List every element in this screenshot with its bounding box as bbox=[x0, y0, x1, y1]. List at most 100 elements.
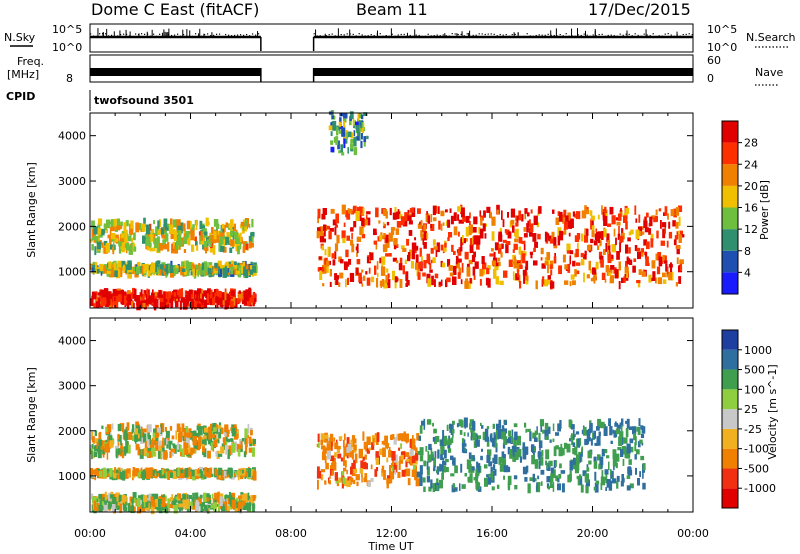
echo-cell bbox=[598, 464, 603, 470]
echo-cell bbox=[97, 292, 102, 296]
echo-cell bbox=[620, 449, 624, 457]
echo-cell bbox=[656, 266, 661, 275]
echo-cell bbox=[575, 431, 580, 435]
echo-cell bbox=[325, 462, 329, 470]
echo-cell bbox=[625, 420, 630, 424]
echo-cell bbox=[233, 433, 238, 440]
echo-cell bbox=[440, 223, 443, 231]
echo-cell bbox=[344, 460, 347, 468]
nsearch-dot bbox=[394, 35, 396, 37]
echo-cell bbox=[605, 212, 608, 216]
echo-cell bbox=[451, 484, 456, 493]
echo-cell bbox=[637, 430, 641, 435]
echo-cell bbox=[125, 426, 128, 436]
echo-cell bbox=[353, 221, 357, 228]
echo-cell bbox=[103, 269, 107, 274]
echo-cell bbox=[249, 265, 253, 270]
echo-cell bbox=[400, 216, 405, 226]
echo-cell bbox=[432, 422, 434, 427]
echo-cell bbox=[217, 504, 220, 512]
echo-cell bbox=[107, 436, 109, 445]
y-tick-label: 4000 bbox=[58, 130, 86, 143]
echo-cell bbox=[109, 221, 112, 225]
echo-cell bbox=[363, 219, 368, 226]
echo-cell bbox=[563, 221, 569, 230]
echo-cell bbox=[123, 446, 128, 454]
echo-cell bbox=[250, 439, 253, 443]
echo-cell bbox=[215, 270, 220, 276]
echo-cell bbox=[232, 232, 235, 241]
echo-cell bbox=[184, 442, 189, 449]
echo-cell bbox=[127, 473, 131, 477]
power-heatmap bbox=[90, 110, 685, 311]
colorbar-tick-label: 20 bbox=[744, 180, 758, 193]
echo-cell bbox=[526, 465, 529, 473]
echo-cell bbox=[341, 152, 345, 156]
echo-cell bbox=[579, 454, 582, 463]
echo-cell bbox=[222, 246, 227, 253]
echo-cell bbox=[493, 439, 497, 448]
echo-cell bbox=[422, 238, 425, 245]
echo-cell bbox=[169, 451, 172, 458]
echo-cell bbox=[110, 302, 114, 308]
echo-cell bbox=[376, 278, 379, 288]
echo-cell bbox=[405, 271, 409, 282]
echo-cell bbox=[374, 265, 377, 275]
echo-cell bbox=[441, 472, 444, 480]
echo-cell bbox=[567, 212, 571, 221]
freq-strip-data bbox=[90, 68, 693, 82]
echo-cell bbox=[398, 460, 401, 470]
echo-cell bbox=[133, 246, 137, 252]
echo-cell bbox=[102, 297, 105, 306]
echo-cell bbox=[423, 260, 427, 269]
echo-cell bbox=[160, 424, 163, 434]
echo-cell bbox=[641, 442, 644, 446]
echo-cell bbox=[584, 234, 589, 243]
echo-cell bbox=[555, 432, 560, 436]
echo-cell bbox=[128, 245, 133, 255]
echo-cell bbox=[197, 429, 200, 436]
echo-cell bbox=[502, 219, 505, 228]
echo-cell bbox=[96, 442, 99, 449]
echo-cell bbox=[484, 464, 488, 469]
echo-cell bbox=[469, 473, 472, 479]
echo-cell bbox=[171, 448, 176, 454]
echo-cell bbox=[183, 236, 188, 245]
echo-cell bbox=[244, 226, 247, 232]
echo-cell bbox=[240, 441, 243, 449]
echo-cell bbox=[416, 471, 422, 478]
echo-cell bbox=[607, 254, 612, 264]
echo-cell bbox=[619, 431, 624, 441]
y-tick-label: 1000 bbox=[58, 470, 86, 483]
freq-tick: 8 bbox=[66, 72, 73, 85]
echo-cell bbox=[209, 298, 214, 306]
echo-cell bbox=[246, 303, 250, 307]
echo-cell bbox=[486, 268, 490, 275]
echo-cell bbox=[435, 247, 438, 257]
echo-cell bbox=[137, 472, 140, 479]
echo-cell bbox=[466, 266, 471, 277]
echo-cell bbox=[483, 210, 486, 218]
echo-cell bbox=[158, 289, 162, 298]
echo-cell bbox=[225, 222, 228, 228]
echo-cell bbox=[346, 277, 349, 285]
echo-cell bbox=[204, 429, 209, 439]
echo-cell bbox=[116, 501, 119, 511]
echo-cell bbox=[181, 268, 186, 272]
echo-cell bbox=[235, 270, 241, 275]
echo-cell bbox=[169, 472, 173, 479]
echo-cell bbox=[226, 505, 230, 513]
echo-cell bbox=[420, 230, 423, 237]
echo-cell bbox=[608, 461, 610, 471]
echo-cell bbox=[439, 479, 443, 489]
echo-cell bbox=[603, 220, 607, 226]
echo-cell bbox=[570, 218, 574, 229]
echo-cell bbox=[178, 503, 183, 508]
echo-cell bbox=[341, 471, 344, 476]
echo-cell bbox=[117, 442, 120, 446]
echo-cell bbox=[332, 259, 336, 266]
echo-cell bbox=[391, 434, 395, 440]
nsearch-dot bbox=[129, 35, 131, 37]
echo-cell bbox=[433, 457, 436, 468]
echo-cell bbox=[419, 221, 422, 225]
